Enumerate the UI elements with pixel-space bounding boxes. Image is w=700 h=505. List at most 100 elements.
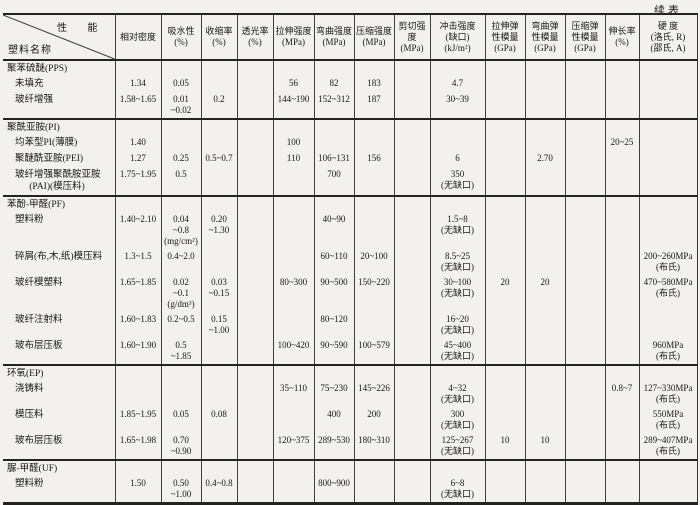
- value-cell: [564, 338, 605, 365]
- value-cell: 100~420: [272, 338, 314, 365]
- material-section-4: 脲-甲醛(UF) 塑料粉 1.50 0.50 ~1.00 0.4~0.8 800~900 6…: [3, 460, 697, 504]
- value-cell: 145~226: [353, 381, 394, 407]
- empty-cell: [353, 196, 394, 212]
- value-cell: 20: [484, 275, 525, 312]
- value-cell: [484, 476, 525, 504]
- value-cell: 0.4~0.8: [200, 476, 237, 504]
- empty-cell: [524, 460, 565, 476]
- empty-cell: [160, 460, 201, 476]
- value-cell: 0.5~0.7: [200, 151, 237, 167]
- material-section-0: 聚苯硫醚(PPS) 未填充 1.34 0.05 56 82 183 4.7 玻纤增强 1.58~1…: [3, 60, 697, 119]
- table-row: 玻布层压板 1.65~1.98 0.70 ~0.90 120~375 289~530 18…: [3, 433, 697, 460]
- value-cell: 16~20 (无缺口): [429, 312, 485, 338]
- empty-cell: [272, 60, 314, 76]
- value-cell: 400: [313, 407, 354, 433]
- value-cell: 60~110: [313, 249, 354, 275]
- empty-cell: [236, 119, 273, 135]
- empty-cell: [429, 460, 485, 476]
- value-cell: [638, 212, 697, 249]
- value-cell: [564, 407, 605, 433]
- value-cell: [604, 167, 639, 196]
- empty-cell: [114, 60, 161, 76]
- empty-cell: [272, 119, 314, 135]
- value-cell: [564, 275, 605, 312]
- value-cell: [638, 135, 697, 151]
- empty-cell: [236, 60, 273, 76]
- empty-cell: [393, 60, 430, 76]
- value-cell: [638, 476, 697, 504]
- empty-cell: [524, 365, 565, 381]
- column-header-9: 拉伸弹 性模量 (GPa): [484, 14, 525, 60]
- value-cell: [200, 338, 237, 365]
- empty-cell: [353, 119, 394, 135]
- value-cell: 2.70: [524, 151, 565, 167]
- material-name: 均苯型PI(薄膜): [15, 138, 78, 148]
- value-cell: [604, 92, 639, 119]
- empty-cell: [638, 460, 697, 476]
- table-row: 玻纤注射料 1.60~1.83 0.2~0.5 0.15 ~1.00 80~120 16~…: [3, 312, 697, 338]
- empty-cell: [393, 196, 430, 212]
- value-cell: 1.60~1.90: [114, 338, 161, 365]
- scanned-table-page: { "colors": { "paper": "#f2f1ed", "ink":…: [3, 5, 698, 505]
- value-cell: [200, 249, 237, 275]
- material-name: 玻纤增强: [15, 95, 54, 105]
- value-cell: 1.40~2.10: [114, 212, 161, 249]
- value-cell: [564, 212, 605, 249]
- empty-cell: [272, 196, 314, 212]
- header-row: 性 能 塑料名称 相对密度 吸水性 (%) 收缩率 (%) 透光率 (%) 拉伸强度 (…: [3, 14, 697, 60]
- value-cell: [236, 312, 273, 338]
- value-cell: [272, 476, 314, 504]
- value-cell: [524, 92, 565, 119]
- value-cell: [200, 167, 237, 196]
- empty-cell: [429, 365, 485, 381]
- value-cell: 0.02 ~0.1 (g/dm³): [160, 275, 201, 312]
- empty-cell: [564, 60, 605, 76]
- empty-cell: [484, 119, 525, 135]
- value-cell: 183: [353, 76, 394, 92]
- empty-cell: [353, 60, 394, 76]
- value-cell: 0.2: [200, 92, 237, 119]
- value-cell: [236, 151, 273, 167]
- value-cell: [272, 249, 314, 275]
- value-cell: [564, 135, 605, 151]
- value-cell: 1.60~1.83: [114, 312, 161, 338]
- empty-cell: [638, 60, 697, 76]
- empty-cell: [353, 365, 394, 381]
- value-cell: 1.40: [114, 135, 161, 151]
- value-cell: [524, 135, 565, 151]
- column-header-5: 弯曲强度 (MPa): [313, 14, 354, 60]
- value-cell: [638, 151, 697, 167]
- value-cell: [272, 407, 314, 433]
- empty-cell: [236, 460, 273, 476]
- table-row: 碎屑(布,木,纸)模压料 1.3~1.5 0.4~2.0 60~110 20~100 8.…: [3, 249, 697, 275]
- empty-cell: [200, 365, 237, 381]
- value-cell: 35~110: [272, 381, 314, 407]
- column-header-12: 伸长率 (%): [604, 14, 639, 60]
- empty-cell: [604, 119, 639, 135]
- value-cell: 0.2~0.5: [160, 312, 201, 338]
- value-cell: [393, 151, 430, 167]
- value-cell: 125~267 (无缺口): [429, 433, 485, 460]
- value-cell: 0.50 ~1.00: [160, 476, 201, 504]
- value-cell: 120~375: [272, 433, 314, 460]
- value-cell: 30~39: [429, 92, 485, 119]
- material-name: 聚醚酰亚胺(PEI): [15, 154, 84, 164]
- empty-cell: [524, 119, 565, 135]
- value-cell: [638, 76, 697, 92]
- value-cell: [484, 407, 525, 433]
- table-row: 浇铸料 35~110 75~230 145~226 4~32 (无缺口) 0.8~7 127…: [3, 381, 697, 407]
- empty-cell: [564, 460, 605, 476]
- value-cell: [564, 249, 605, 275]
- value-cell: [524, 312, 565, 338]
- value-cell: 200~260MPa (布氏): [638, 249, 697, 275]
- value-cell: 470~580MPa (布氏): [638, 275, 697, 312]
- empty-cell: [236, 196, 273, 212]
- empty-cell: [160, 196, 201, 212]
- value-cell: 8.5~25 (无缺口): [429, 249, 485, 275]
- column-header-7: 剪切强度 (MPa): [393, 14, 430, 60]
- material-name: 未填充: [15, 79, 44, 89]
- section-title: 聚酰亚胺(PI): [7, 123, 60, 133]
- empty-cell: [484, 196, 525, 212]
- value-cell: 82: [313, 76, 354, 92]
- value-cell: [393, 312, 430, 338]
